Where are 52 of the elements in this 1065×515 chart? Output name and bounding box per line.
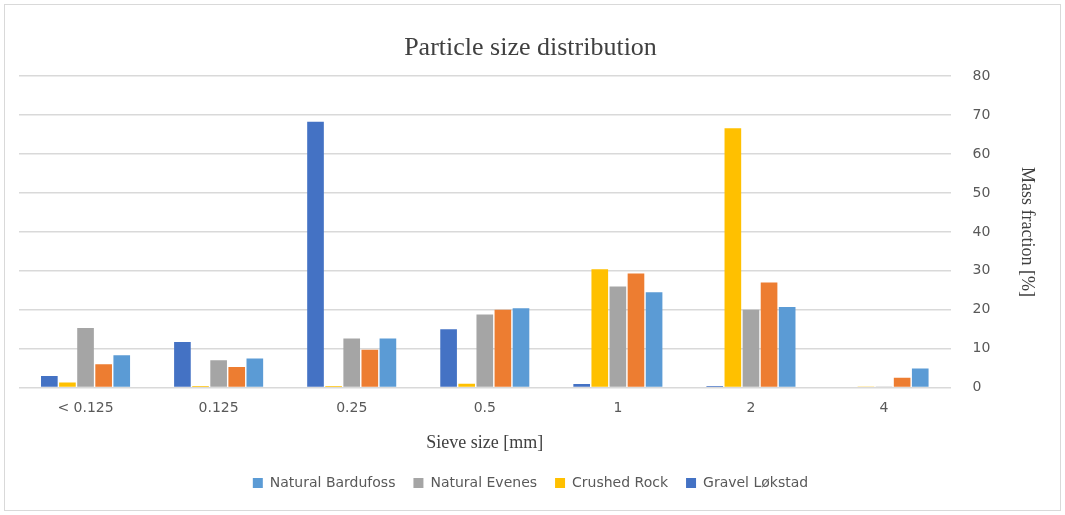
bar bbox=[476, 314, 494, 387]
bar bbox=[609, 286, 627, 387]
bar bbox=[494, 309, 512, 387]
bar bbox=[591, 269, 609, 387]
bar bbox=[742, 309, 760, 387]
bar bbox=[343, 338, 361, 387]
bar bbox=[113, 355, 131, 387]
y-axis-title: Mass fraction [%] bbox=[1018, 166, 1039, 297]
bar bbox=[174, 342, 191, 387]
bar bbox=[77, 328, 94, 387]
legend-label: Natural Bardufoss bbox=[269, 473, 396, 490]
y-tick-label: 80 bbox=[972, 66, 991, 83]
legend-label: Natural Evenes bbox=[430, 473, 538, 490]
x-tick-label: 0.25 bbox=[336, 398, 368, 415]
y-tick-label: 40 bbox=[972, 222, 991, 239]
bar bbox=[228, 366, 246, 387]
bar bbox=[95, 364, 112, 387]
bar bbox=[627, 273, 645, 387]
y-tick-label: 20 bbox=[972, 300, 991, 317]
x-axis-title: Sieve size [mm] bbox=[426, 431, 544, 452]
x-tick-label: 2 bbox=[746, 398, 756, 415]
y-tick-label: 60 bbox=[972, 144, 991, 161]
x-tick-label: 0.125 bbox=[198, 398, 239, 415]
x-tick-label: 1 bbox=[613, 398, 623, 415]
bar bbox=[307, 121, 324, 387]
y-tick-label: 0 bbox=[972, 378, 982, 395]
bar bbox=[512, 308, 530, 387]
legend-label: Gravel Løkstad bbox=[703, 473, 809, 490]
x-tick-label: < 0.125 bbox=[57, 398, 114, 415]
bar bbox=[458, 383, 476, 387]
bar bbox=[440, 329, 457, 387]
bar bbox=[573, 384, 590, 387]
bar bbox=[210, 360, 227, 387]
bar bbox=[778, 307, 796, 387]
chart-title: Particle size distribution bbox=[404, 32, 657, 62]
y-tick-label: 30 bbox=[972, 261, 991, 278]
bar bbox=[724, 128, 742, 387]
bar bbox=[645, 292, 663, 387]
bar bbox=[59, 382, 76, 387]
y-tick-label: 70 bbox=[972, 105, 991, 122]
bar bbox=[246, 358, 264, 387]
y-tick-label: 50 bbox=[972, 183, 991, 200]
bar bbox=[911, 368, 929, 387]
y-tick-label: 10 bbox=[972, 339, 991, 356]
bar bbox=[893, 377, 911, 387]
legend-label: Crushed Rock bbox=[572, 473, 669, 490]
x-tick-label: 4 bbox=[879, 398, 889, 415]
bar bbox=[41, 375, 58, 387]
x-tick-label: 0.5 bbox=[473, 398, 496, 415]
bar bbox=[361, 349, 379, 387]
bar bbox=[379, 338, 397, 387]
bar bbox=[760, 282, 778, 387]
